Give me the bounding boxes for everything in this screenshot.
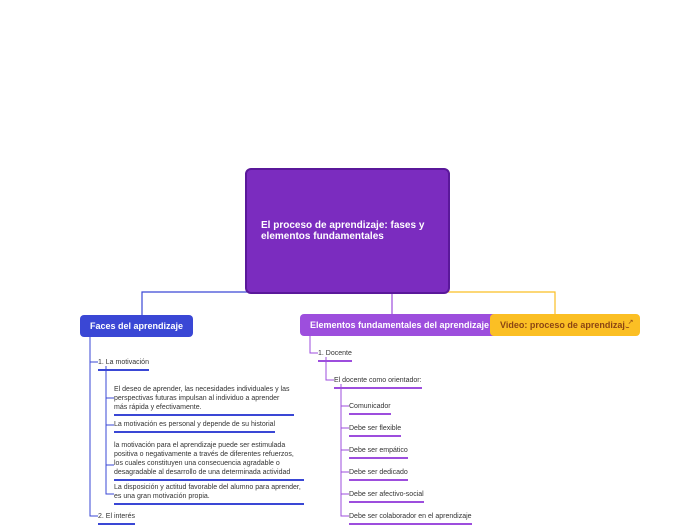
- faces-item-6-text: 2. El interés: [98, 512, 135, 525]
- branch-video[interactable]: Video: proceso de aprendizaje: [490, 314, 640, 336]
- branch-elementos[interactable]: Elementos fundamentales del aprendizaje: [300, 314, 499, 336]
- faces-item-1-text: 1. La motivación: [98, 358, 149, 371]
- elem-item-2-text: El docente como orientador:: [334, 376, 422, 389]
- faces-item-4-text: la motivación para el aprendizaje puede …: [114, 441, 304, 481]
- faces-item-2[interactable]: El deseo de aprender, las necesidades in…: [114, 385, 294, 416]
- faces-item-6[interactable]: 2. El interés: [98, 512, 135, 525]
- link-glyph: ↗: [628, 318, 634, 326]
- elem-item-3-text: Comunicador: [349, 402, 391, 415]
- elem-item-7[interactable]: Debe ser afectivo-social: [349, 490, 424, 503]
- elem-item-4-text: Debe ser flexible: [349, 424, 401, 437]
- root-node[interactable]: El proceso de aprendizaje: fases y eleme…: [245, 168, 450, 294]
- elem-item-4[interactable]: Debe ser flexible: [349, 424, 401, 437]
- branch-elementos-label: Elementos fundamentales del aprendizaje: [310, 320, 489, 330]
- faces-item-5[interactable]: La disposición y actitud favorable del a…: [114, 483, 304, 505]
- elem-item-8-text: Debe ser colaborador en el aprendizaje: [349, 512, 472, 525]
- elem-item-2[interactable]: El docente como orientador:: [334, 376, 422, 389]
- branch-faces-label: Faces del aprendizaje: [90, 321, 183, 331]
- elem-item-8[interactable]: Debe ser colaborador en el aprendizaje: [349, 512, 472, 525]
- elem-item-1[interactable]: 1. Docente: [318, 349, 352, 362]
- faces-item-1[interactable]: 1. La motivación: [98, 358, 149, 371]
- faces-item-2-text: El deseo de aprender, las necesidades in…: [114, 385, 294, 416]
- branch-faces[interactable]: Faces del aprendizaje: [80, 315, 193, 337]
- elem-item-5[interactable]: Debe ser empático: [349, 446, 408, 459]
- faces-item-3-text: La motivación es personal y depende de s…: [114, 420, 275, 433]
- faces-item-5-text: La disposición y actitud favorable del a…: [114, 483, 304, 505]
- elem-item-6-text: Debe ser dedicado: [349, 468, 408, 481]
- faces-item-4[interactable]: la motivación para el aprendizaje puede …: [114, 441, 304, 481]
- branch-video-label: Video: proceso de aprendizaje: [500, 320, 630, 330]
- root-title: El proceso de aprendizaje: fases y eleme…: [261, 220, 434, 242]
- elem-item-6[interactable]: Debe ser dedicado: [349, 468, 408, 481]
- external-link-icon[interactable]: ↗: [625, 316, 636, 327]
- elem-item-1-text: 1. Docente: [318, 349, 352, 362]
- faces-item-3[interactable]: La motivación es personal y depende de s…: [114, 420, 294, 433]
- elem-item-5-text: Debe ser empático: [349, 446, 408, 459]
- elem-item-7-text: Debe ser afectivo-social: [349, 490, 424, 503]
- elem-item-3[interactable]: Comunicador: [349, 402, 391, 415]
